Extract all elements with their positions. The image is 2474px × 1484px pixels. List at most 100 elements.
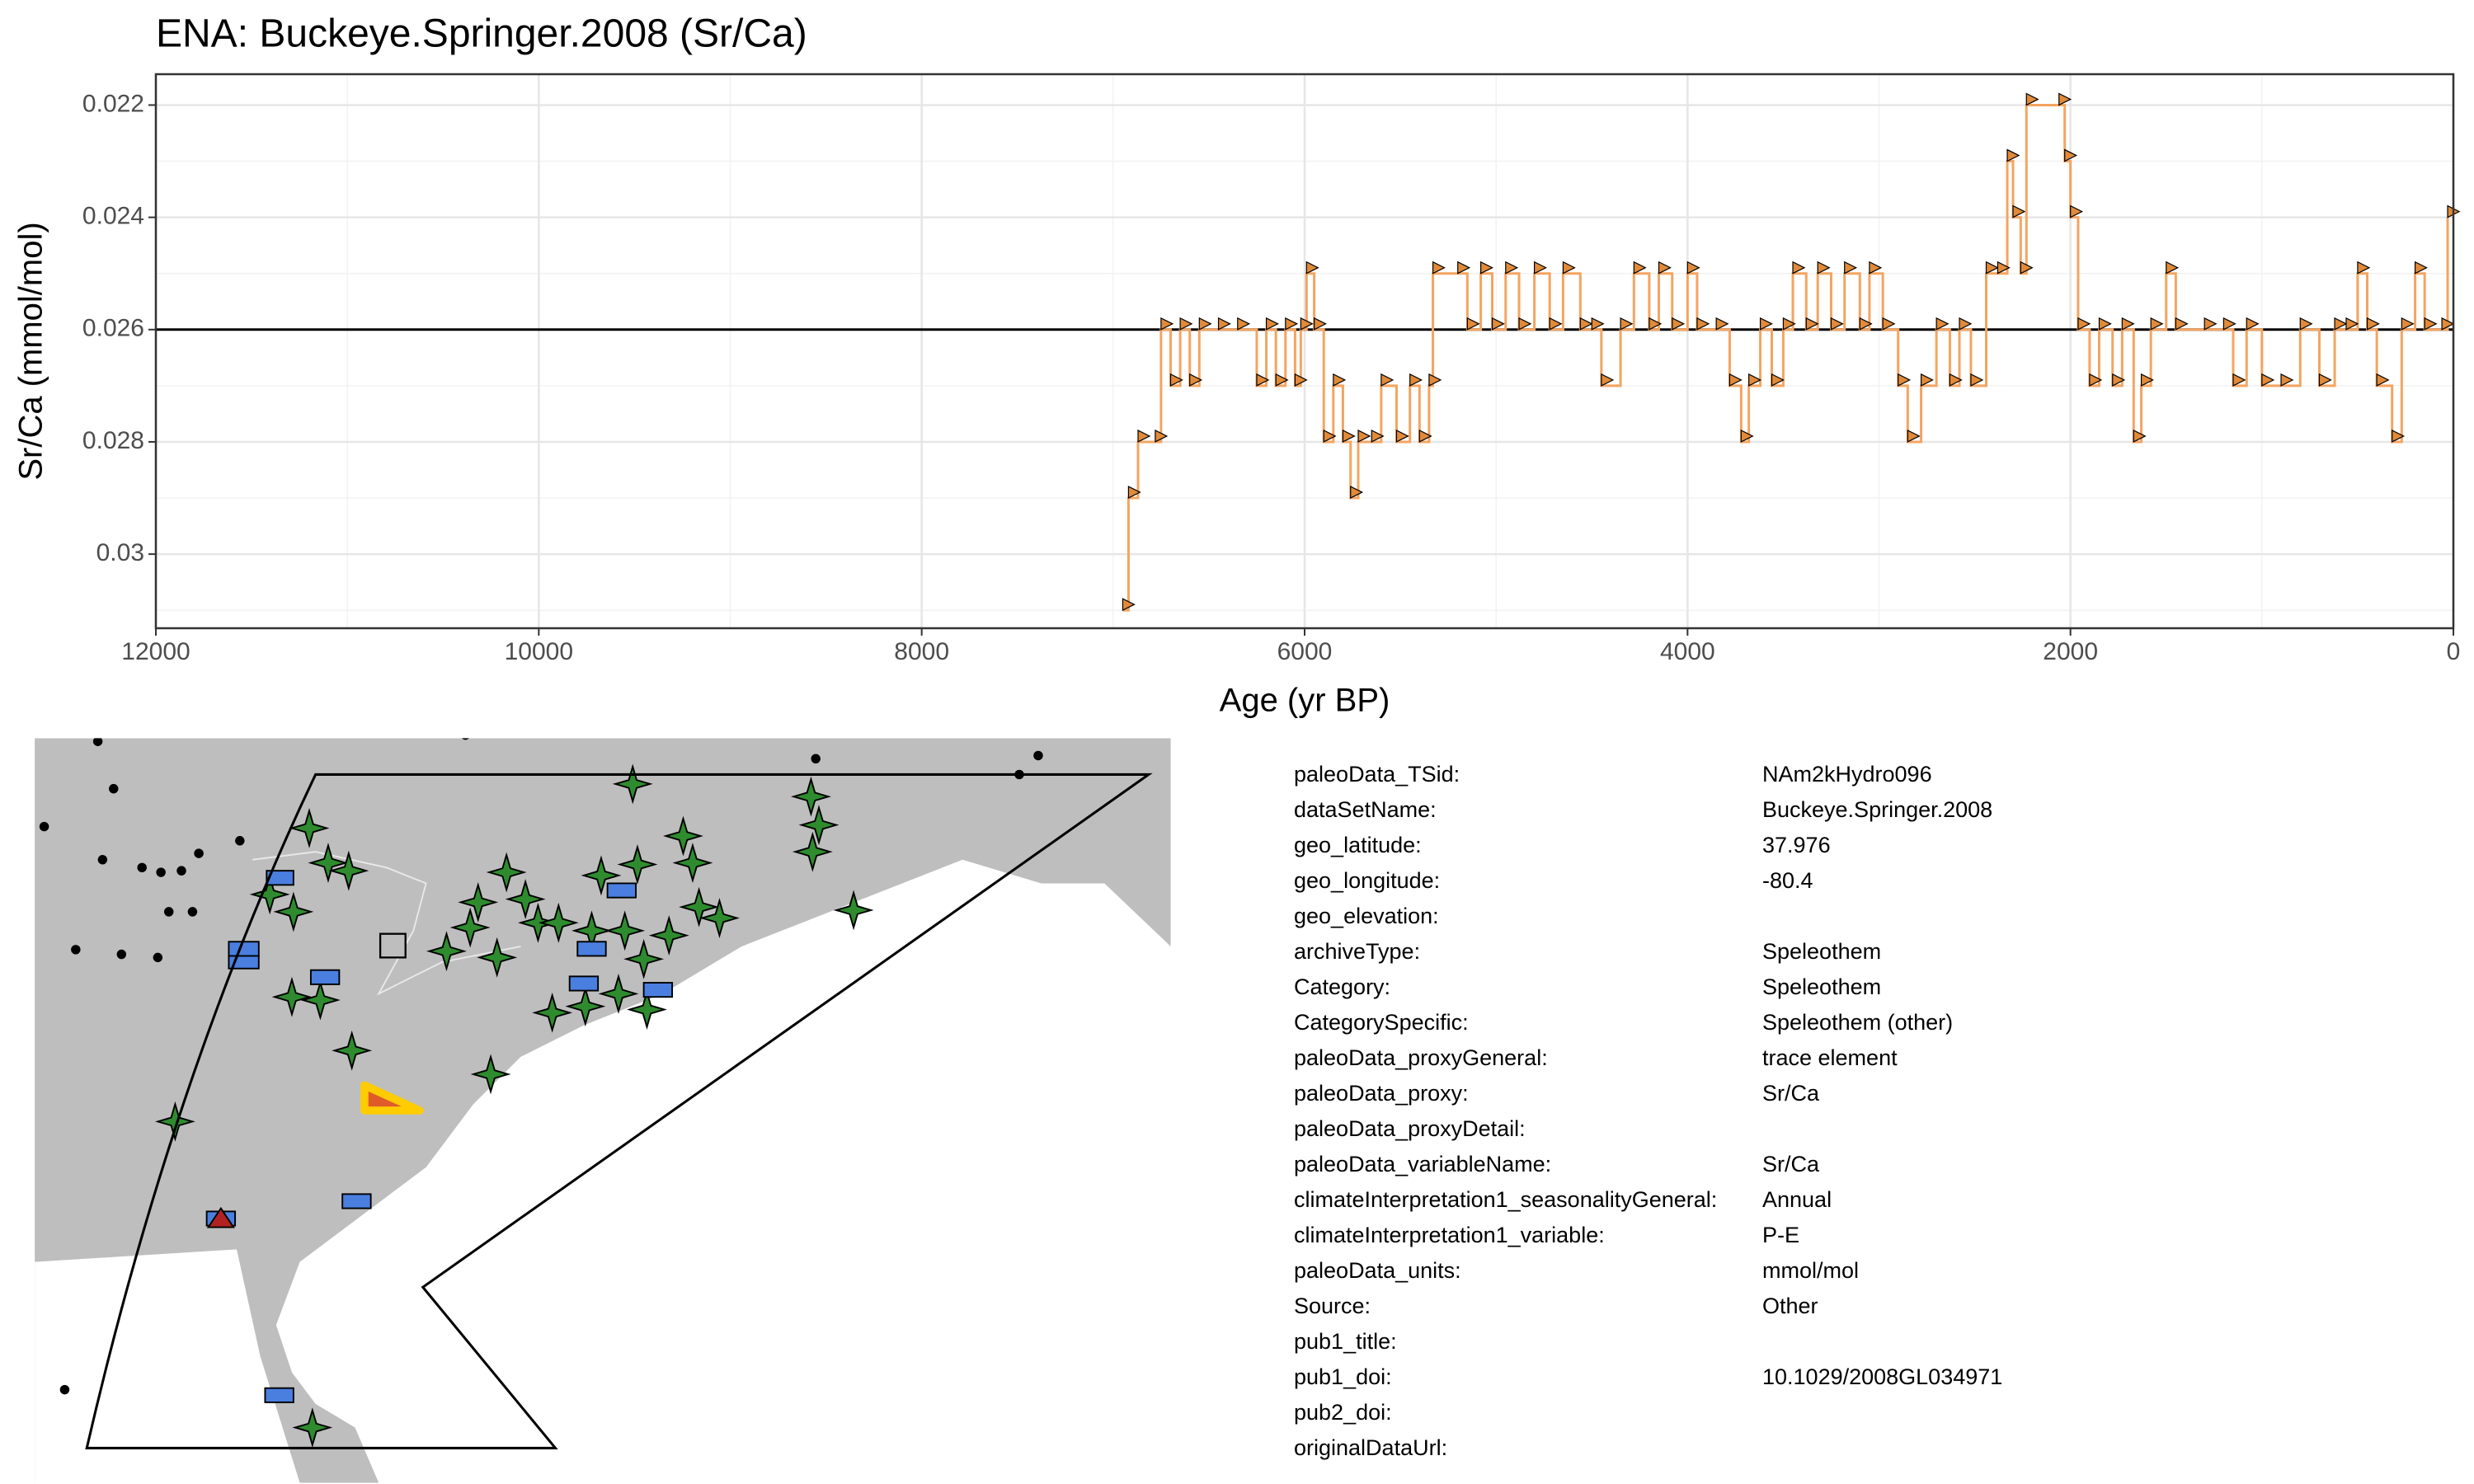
data-point [2064, 148, 2078, 162]
data-point [1920, 373, 1934, 387]
data-point [2334, 317, 2348, 331]
metadata-table: paleoData_TSid: NAm2kHydro096 dataSetName:… [1294, 762, 2002, 1460]
data-point [1805, 317, 1819, 331]
data-point [1409, 373, 1423, 387]
y-axis-title: Sr/Ca (mmol/mol) [13, 222, 49, 480]
site-square [379, 932, 407, 959]
data-point [1985, 261, 1999, 275]
data-point [1601, 373, 1615, 387]
meta-value: P-E [1762, 1223, 1799, 1247]
data-point [1395, 429, 1409, 443]
data-point [2318, 373, 2332, 387]
data-point [1591, 317, 1605, 331]
meta-value: -80.4 [1762, 868, 1813, 893]
data-point [1844, 261, 1858, 275]
meta-key: geo_latitude: [1294, 833, 1422, 857]
data-point [1907, 429, 1921, 443]
data-point [2121, 317, 2135, 331]
data-point [1771, 373, 1785, 387]
y-tick-label: 0.028 [82, 427, 144, 454]
data-point [2222, 317, 2236, 331]
x-tick-label: 0 [2447, 638, 2461, 665]
data-point [1237, 317, 1251, 331]
meta-key: originalDataUrl: [1294, 1435, 1447, 1460]
meta-value: Speleothem [1762, 939, 1881, 964]
data-point [1323, 429, 1337, 443]
data-point [1672, 317, 1686, 331]
plot-border [154, 73, 2455, 630]
ocean [275, 859, 1171, 1483]
data-point [1217, 317, 1231, 331]
data-point [2089, 373, 2103, 387]
data-point [2357, 261, 2371, 275]
data-point [1898, 373, 1912, 387]
meta-value: NAm2kHydro096 [1762, 762, 1932, 787]
data-point [2261, 373, 2275, 387]
data-point [1491, 317, 1505, 331]
data-point [1169, 373, 1183, 387]
data-point [1198, 317, 1212, 331]
data-point [1350, 486, 1364, 500]
data-point [1294, 373, 1308, 387]
data-point [2280, 373, 2294, 387]
data-point [2175, 317, 2189, 331]
meta-key: paleoData_TSid: [1294, 762, 1460, 787]
data-point [2441, 317, 2455, 331]
y-tick-label: 0.03 [96, 539, 144, 566]
data-line [1122, 103, 2449, 612]
meta-value: 10.1029/2008GL034971 [1762, 1364, 2002, 1389]
data-point [1562, 261, 1576, 275]
data-point [1357, 429, 1371, 443]
meta-key: paleoData_proxyDetail: [1294, 1116, 1526, 1141]
data-point [1342, 429, 1356, 443]
data-point [1869, 261, 1883, 275]
maritimes [741, 741, 1171, 946]
meta-key: Source: [1294, 1294, 1371, 1318]
data-point [2166, 261, 2180, 275]
data-point [2366, 317, 2380, 331]
data-point [2058, 92, 2072, 106]
y-tick-label: 0.026 [82, 315, 144, 342]
site-triangle [206, 1206, 235, 1228]
meta-key: geo_elevation: [1294, 904, 1439, 928]
data-point [2020, 261, 2034, 275]
meta-key: archiveType: [1294, 939, 1420, 964]
data-point [1428, 373, 1442, 387]
data-point [1418, 429, 1432, 443]
sites-rects [205, 870, 674, 1403]
chart-title: ENA: Buckeye.Springer.2008 (Sr/Ca) [156, 12, 807, 56]
meta-value: 37.976 [1762, 833, 1831, 857]
gulf [35, 1249, 300, 1483]
data-point [1696, 317, 1710, 331]
data-point [2140, 373, 2154, 387]
meta-key: paleoData_proxyGeneral: [1294, 1045, 1548, 1070]
meta-value: trace element [1762, 1045, 1898, 1070]
data-point [1658, 261, 1672, 275]
data-point [1305, 261, 1319, 275]
data-point [1970, 373, 1984, 387]
x-tick-label: 6000 [1277, 638, 1333, 665]
data-point [2376, 373, 2390, 387]
map-frame [85, 773, 1153, 1449]
map [35, 738, 1171, 1483]
x-tick-label: 4000 [1660, 638, 1715, 665]
data-point [1620, 317, 1634, 331]
data-point [2070, 204, 2084, 218]
data-point [1830, 317, 1844, 331]
data-point [1949, 373, 1963, 387]
data-point [2204, 317, 2218, 331]
meta-key: geo_longitude: [1294, 868, 1440, 893]
data-point [2392, 429, 2406, 443]
data-point [2150, 317, 2164, 331]
data-point [1479, 261, 1493, 275]
data-point [2012, 204, 2026, 218]
data-point [1256, 373, 1270, 387]
meta-value: mmol/mol [1762, 1258, 1859, 1283]
meta-key: pub2_doi: [1294, 1400, 1392, 1425]
data-point [2006, 148, 2020, 162]
data-point [2414, 261, 2428, 275]
data-point [1122, 598, 1136, 612]
x-tick-label: 8000 [894, 638, 949, 665]
data-point [1782, 317, 1796, 331]
data-point [1686, 261, 1700, 275]
